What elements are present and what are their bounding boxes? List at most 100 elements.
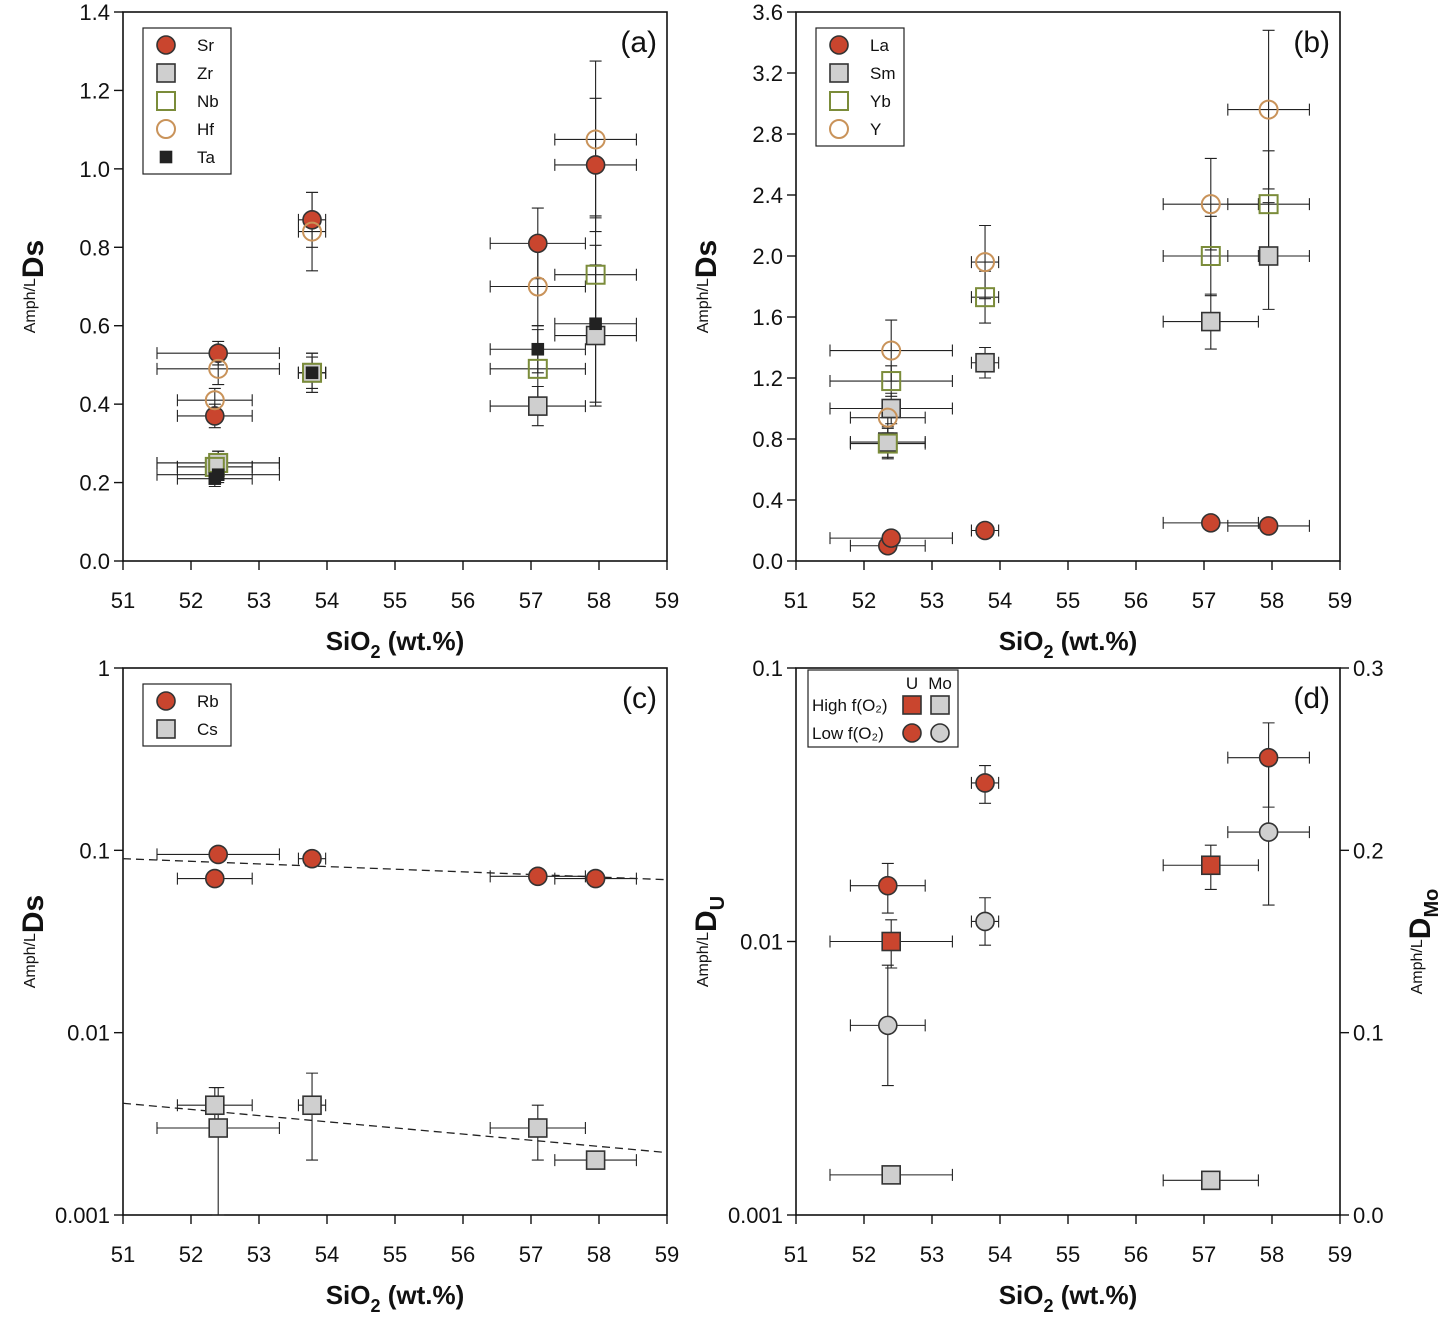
panel-label: (a): [620, 26, 657, 59]
x-axis-label-part: 2: [1044, 1296, 1054, 1316]
x-tick-label: 59: [1328, 588, 1352, 613]
legend-marker: [829, 119, 849, 139]
x-axis-label: SiO2 (wt.%): [999, 1280, 1138, 1316]
marker: [881, 528, 902, 548]
x-tick-label: 57: [519, 1242, 543, 1267]
x-tick-label: 52: [852, 588, 876, 613]
marker: [1258, 516, 1279, 536]
x-axis-label: SiO2 (wt.%): [326, 626, 465, 662]
x-axis-label-part: 2: [371, 642, 381, 662]
marker: [975, 911, 995, 932]
y-tick-label: 2.0: [752, 244, 783, 269]
x-axis-label: SiO2 (wt.%): [999, 626, 1138, 662]
legend-label: Yb: [870, 92, 891, 111]
x-axis-label: SiO2 (wt.%): [326, 1280, 465, 1316]
legend-marker: [829, 91, 849, 111]
marker: [1258, 822, 1279, 842]
y-axis-label-part: D: [690, 910, 723, 932]
marker: [527, 1118, 548, 1138]
marker: [211, 468, 225, 482]
x-tick-label: 55: [1056, 1242, 1080, 1267]
y-tick-label: 0.1: [752, 656, 783, 681]
y-error-bar: [885, 319, 898, 382]
marker: [975, 520, 995, 541]
marker: [531, 342, 545, 356]
x-axis-label-part: 2: [1044, 642, 1054, 662]
marker: [1201, 513, 1221, 533]
y-axis-label: Amph/LDs: [690, 240, 723, 334]
panel: 51 52 53 54 55 56 57 58 59 0.0 0.4 0.8 1.2 1.6 2.0 2.4 2…: [690, 0, 1352, 662]
x-tick-label: 55: [383, 1242, 407, 1267]
x-tick-label: 56: [1124, 1242, 1148, 1267]
legend-column: U: [906, 674, 918, 693]
panel: 51 52 53 54 55 56 57 58 59 0.0 0.2 0.4 0.6 0.8 1.0 1.2 1…: [17, 0, 679, 662]
panel: 51 52 53 54 55 56 57 58 59 0.001 0.01 0.1 1 SiO2 (wt.…: [17, 656, 679, 1316]
y-tick-label: 2.8: [752, 122, 783, 147]
marker: [204, 390, 225, 411]
x-axis-label-part: 2: [371, 1296, 381, 1316]
y-error-bar: [589, 60, 602, 219]
y-axis-label-part: Amph/L: [695, 932, 712, 987]
y-tick-label: 0.01: [740, 930, 783, 955]
y-tick-label: 0.0: [752, 549, 783, 574]
marker: [877, 875, 898, 896]
x-tick-label: 53: [920, 1242, 944, 1267]
x-tick-label: 53: [247, 1242, 271, 1267]
marker: [881, 340, 902, 361]
y-tick-label: 0.1: [79, 838, 110, 863]
y2-tick-label: 0.1: [1353, 1021, 1384, 1046]
y-tick-label: 0.001: [728, 1203, 783, 1228]
y-tick-label: 0.8: [79, 235, 110, 260]
y-axis-label: Amph/LDs: [17, 895, 50, 989]
legend-marker: [902, 695, 922, 715]
marker: [1200, 194, 1221, 215]
marker: [881, 931, 902, 952]
marker: [877, 407, 898, 428]
y2-axis-label-part: Mo: [1421, 889, 1443, 918]
legend-marker: [829, 35, 849, 55]
marker: [527, 396, 548, 416]
legend-label: Sm: [870, 64, 896, 83]
marker: [585, 868, 606, 889]
panel-label: (d): [1293, 682, 1330, 715]
x-tick-label: 52: [852, 1242, 876, 1267]
x-tick-label: 55: [383, 588, 407, 613]
x-tick-label: 56: [451, 1242, 475, 1267]
marker: [527, 233, 548, 254]
legend-label: Rb: [197, 692, 219, 711]
x-tick-label: 51: [111, 588, 135, 613]
x-tick-label: 58: [1260, 588, 1284, 613]
legend-marker: [156, 35, 176, 55]
y2-axis-label: Amph/LDMo: [1404, 889, 1443, 995]
legend-marker: [829, 63, 849, 83]
x-tick-label: 53: [247, 588, 271, 613]
y-tick-label: 1.2: [752, 366, 783, 391]
marker: [205, 1095, 225, 1116]
legend-column: Mo: [928, 674, 952, 693]
marker: [527, 866, 548, 887]
x-tick-label: 59: [1328, 1242, 1352, 1267]
x-tick-label: 56: [451, 588, 475, 613]
x-tick-label: 59: [655, 1242, 679, 1267]
marker: [527, 276, 548, 297]
x-axis-label-part: (wt.%): [381, 1280, 465, 1310]
y-error-bar: [979, 224, 992, 300]
x-axis-label-part: (wt.%): [381, 626, 465, 656]
legend-label: Ta: [197, 148, 216, 167]
marker: [1258, 99, 1279, 120]
y-axis-label-part: Amph/L: [22, 278, 39, 333]
marker: [1258, 747, 1279, 768]
y-tick-label: 1.0: [79, 157, 110, 182]
y-tick-label: 3.6: [752, 0, 783, 25]
x-tick-label: 57: [1192, 588, 1216, 613]
legend-marker: [156, 91, 176, 111]
x-tick-label: 56: [1124, 588, 1148, 613]
marker: [881, 371, 902, 392]
legend-marker: [930, 695, 950, 715]
legend-marker: [156, 719, 176, 739]
y-error-bar: [1204, 157, 1217, 251]
legend-marker: [930, 723, 950, 743]
x-tick-label: 57: [519, 588, 543, 613]
x-axis-label-part: SiO: [999, 626, 1044, 656]
x-tick-label: 54: [315, 588, 339, 613]
